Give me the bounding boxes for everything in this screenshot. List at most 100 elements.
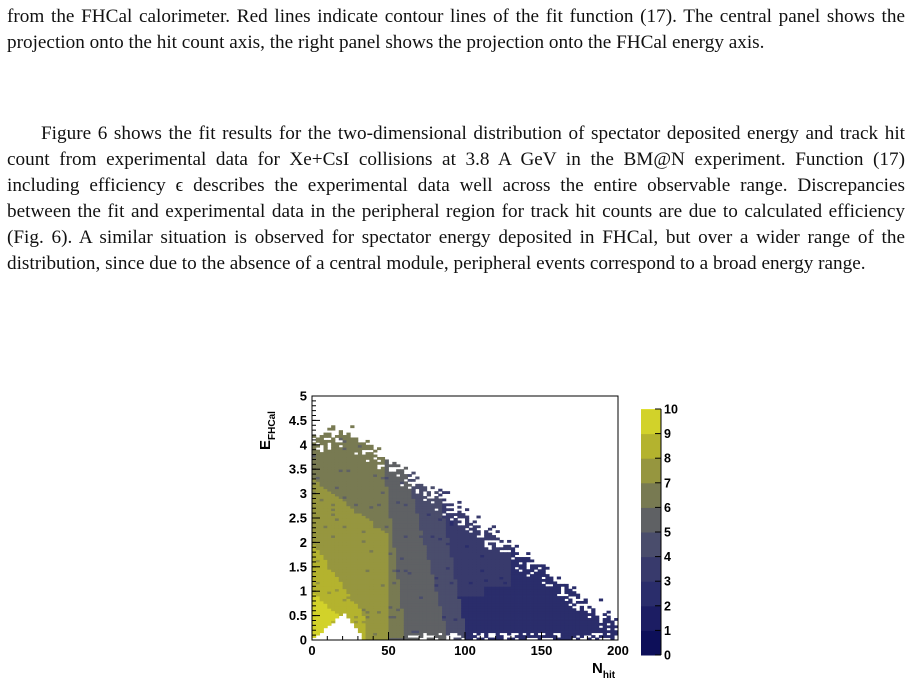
y-tick-label: 0.5 xyxy=(289,608,307,623)
heatmap-cell xyxy=(331,488,336,492)
heatmap-cell xyxy=(342,437,347,441)
heatmap-cell xyxy=(315,459,321,463)
heatmap-cell xyxy=(491,537,496,541)
heatmap-cell xyxy=(319,491,324,494)
heatmap-cell xyxy=(438,591,443,595)
heatmap-cell xyxy=(396,622,401,626)
heatmap-cell xyxy=(503,581,508,585)
heatmap-cell xyxy=(434,505,439,509)
heatmap-cell xyxy=(354,549,359,553)
heatmap-cell xyxy=(331,620,336,624)
heatmap-cell xyxy=(312,537,317,541)
heatmap-cell xyxy=(442,518,447,521)
heatmap-cell xyxy=(334,503,340,507)
heatmap-cell xyxy=(530,603,535,607)
heatmap-cell xyxy=(468,537,474,541)
heatmap-cell xyxy=(354,554,359,558)
heatmap-cell xyxy=(426,525,431,529)
heatmap-cell xyxy=(541,583,546,587)
heatmap-cell xyxy=(357,615,363,619)
heatmap-cell xyxy=(426,569,431,573)
heatmap-cell xyxy=(384,539,389,543)
heatmap-cell xyxy=(476,544,481,548)
heatmap-cell xyxy=(331,532,336,536)
heatmap-cell xyxy=(453,530,458,534)
heatmap-cell xyxy=(354,608,359,612)
heatmap-cell xyxy=(434,576,439,580)
colorbar-segment xyxy=(641,433,661,459)
heatmap-cell xyxy=(312,435,317,438)
heatmap-cell xyxy=(411,486,416,490)
heatmap-cell xyxy=(319,471,324,475)
heatmap-cell xyxy=(530,625,535,629)
heatmap-cell xyxy=(411,557,416,560)
heatmap-cell xyxy=(380,613,386,616)
heatmap-cell xyxy=(361,496,366,499)
heatmap-cell xyxy=(380,557,386,560)
heatmap-cell xyxy=(453,566,458,570)
heatmap-cell xyxy=(430,608,435,612)
heatmap-cell xyxy=(338,432,343,436)
heatmap-cell xyxy=(438,574,443,577)
heatmap-cell xyxy=(315,547,321,551)
heatmap-cell xyxy=(430,610,435,614)
heatmap-cell xyxy=(319,596,324,599)
heatmap-cell xyxy=(312,493,317,497)
heatmap-cell xyxy=(457,505,462,509)
heatmap-cell xyxy=(606,615,611,619)
heatmap-cell xyxy=(426,508,431,512)
heatmap-cell xyxy=(361,474,366,477)
heatmap-cell xyxy=(495,547,500,551)
heatmap-cell xyxy=(399,469,405,473)
heatmap-cell xyxy=(507,608,512,612)
heatmap-cell xyxy=(426,615,431,619)
heatmap-cell xyxy=(533,610,539,614)
heatmap-cell xyxy=(507,598,512,602)
heatmap-cell xyxy=(552,598,558,602)
heatmap-cell xyxy=(331,503,336,507)
heatmap-cell xyxy=(396,481,401,485)
heatmap-cell xyxy=(484,630,489,634)
heatmap-cell xyxy=(396,542,401,546)
heatmap-cell xyxy=(357,613,363,616)
heatmap-cell xyxy=(392,581,397,585)
heatmap-cell xyxy=(384,515,389,519)
heatmap-cell xyxy=(365,613,370,616)
heatmap-cell xyxy=(312,510,317,514)
heatmap-cell xyxy=(399,608,405,612)
heatmap-cell xyxy=(407,598,412,602)
heatmap-cell xyxy=(438,552,443,555)
heatmap-cell xyxy=(530,618,535,621)
heatmap-cell xyxy=(533,574,539,577)
heatmap-cell xyxy=(457,610,462,614)
heatmap-cell xyxy=(327,439,332,443)
heatmap-cell xyxy=(549,618,554,621)
heatmap-cell xyxy=(422,615,428,619)
heatmap-cell xyxy=(365,542,370,546)
heatmap-cell xyxy=(312,588,317,592)
heatmap-cell xyxy=(426,557,431,560)
heatmap-cell xyxy=(476,571,481,575)
heatmap-cell xyxy=(457,532,462,536)
heatmap-cell xyxy=(449,537,454,541)
heatmap-cell xyxy=(537,598,542,602)
heatmap-cell xyxy=(411,588,416,592)
heatmap-cell xyxy=(388,608,393,612)
heatmap-cell xyxy=(476,630,481,634)
heatmap-cell xyxy=(445,600,451,604)
heatmap-cell xyxy=(560,605,565,609)
heatmap-cell xyxy=(354,532,359,536)
heatmap-cell xyxy=(556,583,562,587)
heatmap-cell xyxy=(430,515,435,519)
heatmap-cell xyxy=(499,593,504,597)
y-tick-label: 3.5 xyxy=(289,462,307,477)
heatmap-cell xyxy=(461,539,466,543)
heatmap-cell xyxy=(384,505,389,509)
heatmap-cell xyxy=(407,610,412,614)
heatmap-cell xyxy=(560,613,565,616)
heatmap-cell xyxy=(331,569,336,573)
heatmap-cell xyxy=(514,552,519,555)
heatmap-cell xyxy=(595,618,600,621)
heatmap-cell xyxy=(403,552,409,555)
heatmap-cell xyxy=(445,569,451,573)
